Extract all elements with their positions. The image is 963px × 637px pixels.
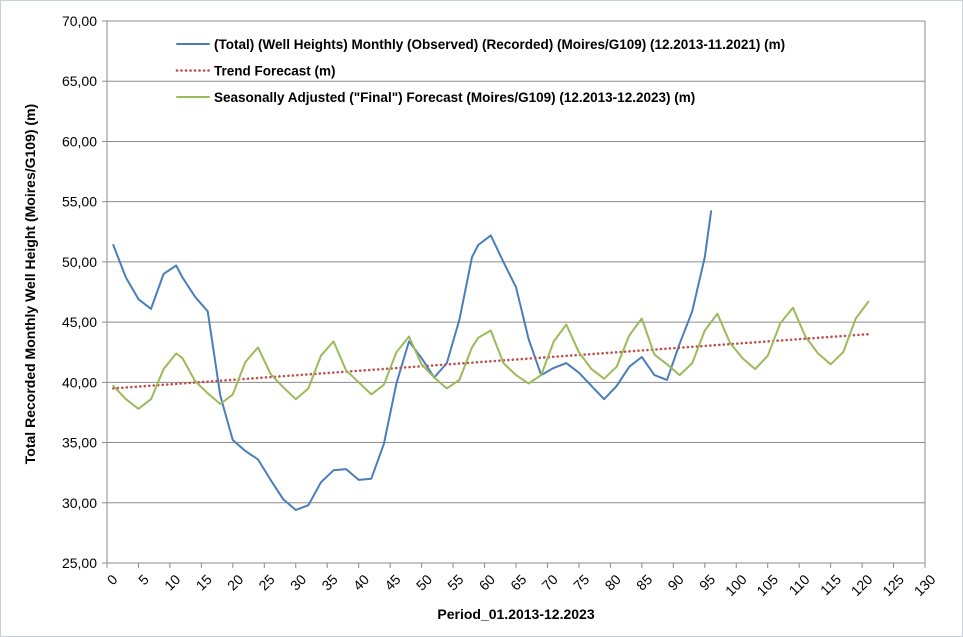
x-tick-label: 110 <box>786 571 813 598</box>
gridlines <box>107 20 925 564</box>
series-line-0 <box>112 210 713 511</box>
x-tick-label: 90 <box>664 571 686 593</box>
x-tick-label: 55 <box>444 571 466 593</box>
y-tick-label: 40,00 <box>62 374 97 390</box>
y-tick-label: 25,00 <box>62 555 97 571</box>
x-tick-label: 60 <box>476 571 498 593</box>
y-tick-label: 35,00 <box>62 435 97 451</box>
x-tick-label: 20 <box>224 571 246 593</box>
y-tick-label: 50,00 <box>62 254 97 270</box>
x-tick-label: 125 <box>879 571 907 599</box>
series-lines <box>112 210 870 511</box>
x-tick-label: 115 <box>817 571 844 598</box>
x-axis-title: Period_01.2013-12.2023 <box>437 606 594 622</box>
x-tick-label: 130 <box>911 571 939 599</box>
x-tick-label: 105 <box>753 571 781 599</box>
x-tick-label: 25 <box>255 571 277 593</box>
x-tick-label: 100 <box>722 571 750 599</box>
y-tick-label: 70,00 <box>62 13 97 29</box>
x-tick-label: 30 <box>287 571 309 593</box>
y-tick-label: 30,00 <box>62 495 97 511</box>
y-tick-label: 45,00 <box>62 314 97 330</box>
x-tick-label: 65 <box>507 571 529 593</box>
legend: (Total) (Well Heights) Monthly (Observed… <box>175 37 785 105</box>
legend-label-2: Seasonally Adjusted ("Final") Forecast (… <box>214 90 695 105</box>
x-tick-label: 15 <box>193 571 215 593</box>
y-axis-title: Total Recorded Monthly Well Height (Moir… <box>22 104 38 464</box>
x-tick-label: 80 <box>602 571 624 593</box>
x-tick-label: 45 <box>381 571 403 593</box>
x-tick-label: 70 <box>539 571 561 593</box>
x-tick-label: 0 <box>104 571 121 588</box>
x-tick-label: 85 <box>633 571 655 593</box>
x-tick-label: 40 <box>350 571 372 593</box>
x-tick-label: 10 <box>161 571 183 593</box>
y-tick-label: 60,00 <box>62 133 97 149</box>
series-line-1 <box>112 332 870 390</box>
x-tick-label: 50 <box>413 571 435 593</box>
x-tick-label: 35 <box>318 571 340 593</box>
x-tick-label: 5 <box>135 571 152 588</box>
series-line-2 <box>112 300 870 410</box>
legend-label-0: (Total) (Well Heights) Monthly (Observed… <box>214 37 785 52</box>
x-tick-label: 75 <box>570 571 592 593</box>
y-tick-label: 55,00 <box>62 194 97 210</box>
x-tick-label: 95 <box>696 571 718 593</box>
legend-label-1: Trend Forecast (m) <box>214 64 336 79</box>
y-tick-label: 65,00 <box>62 73 97 89</box>
x-tick-label: 120 <box>848 571 876 599</box>
